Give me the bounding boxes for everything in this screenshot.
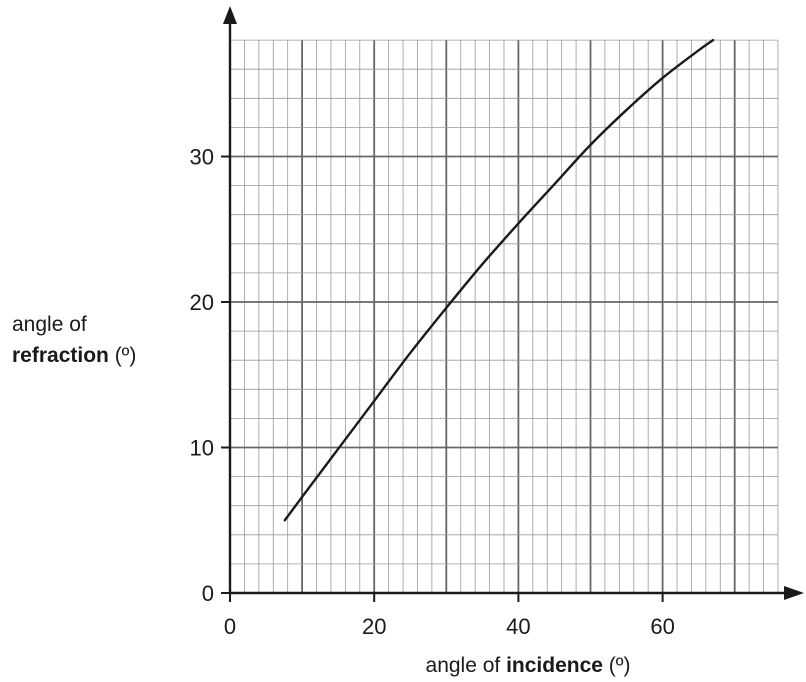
axes: [223, 6, 804, 600]
y-axis-arrow: [223, 6, 237, 24]
y-axis-label-line2: refraction (º): [12, 344, 136, 367]
y-tick-label: 20: [190, 290, 214, 315]
series-line: [283, 38, 715, 522]
x-tick-label: 20: [362, 614, 386, 639]
x-tick-label: 0: [224, 614, 236, 639]
y-tick-label: 0: [202, 581, 214, 606]
x-axis-label: angle of incidence (º): [426, 654, 631, 677]
y-axis-label-line1: angle of: [12, 313, 87, 336]
y-axis-label-bold: refraction: [12, 344, 109, 367]
x-axis-label-prefix: angle of: [426, 654, 507, 677]
x-axis-arrow: [784, 586, 804, 600]
x-tick-label: 60: [650, 614, 674, 639]
x-axis-label-bold: incidence: [506, 654, 603, 677]
y-tick-label: 30: [190, 145, 214, 170]
curve-layer: [283, 38, 715, 522]
grid: [229, 39, 779, 594]
tick-labels: 0 20 40 60 0 10 20 30: [190, 145, 675, 640]
x-axis-label-suffix: (º): [603, 654, 631, 677]
y-tick-label: 10: [190, 436, 214, 461]
x-tick-label: 40: [506, 614, 530, 639]
y-axis-label-suffix: (º): [109, 344, 137, 367]
